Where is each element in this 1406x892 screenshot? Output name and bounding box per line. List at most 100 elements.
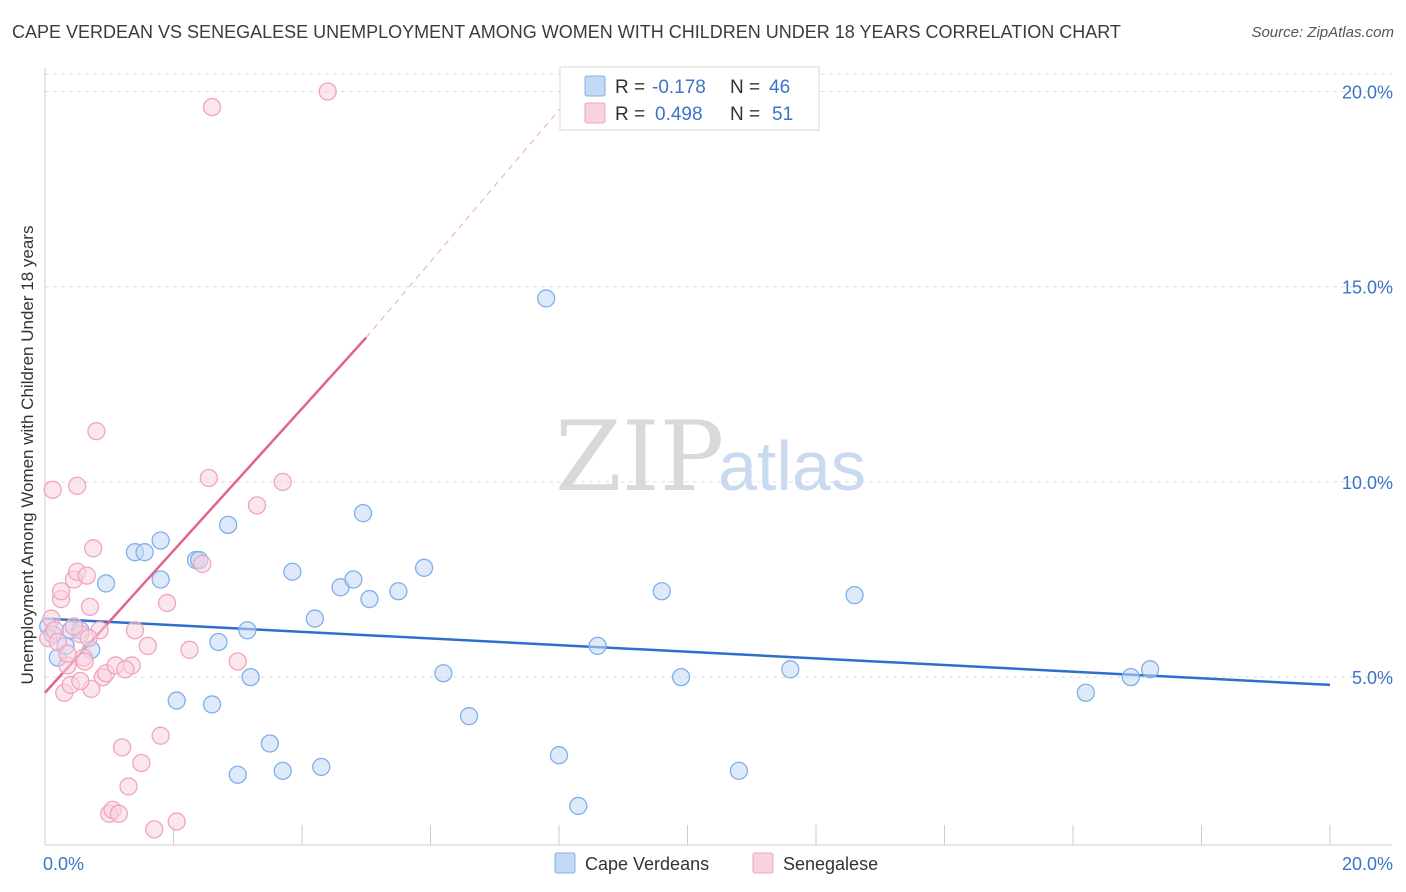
tick-labels: 5.0% 10.0% 15.0% 20.0% 0.0% 20.0%	[43, 83, 1393, 874]
point-cape-verdeans	[1076, 683, 1095, 702]
watermark-zip: ZIP	[555, 401, 724, 513]
y-tick-label: 20.0%	[1342, 83, 1393, 103]
point-senegalese	[145, 820, 164, 839]
legend-n-value-2: 51	[772, 104, 793, 125]
point-senegalese	[71, 671, 90, 691]
y-tick-label: 15.0%	[1342, 278, 1393, 298]
point-cape-verdeans	[151, 570, 170, 589]
point-cape-verdeans	[151, 531, 170, 550]
point-senegalese	[67, 476, 87, 495]
trend-lines	[44, 71, 1331, 694]
legend-n-value-1: 46	[769, 77, 790, 98]
point-cape-verdeans	[202, 695, 222, 714]
point-cape-verdeans	[260, 734, 280, 753]
point-senegalese	[43, 480, 62, 499]
point-senegalese	[318, 82, 337, 101]
point-senegalese	[116, 660, 135, 679]
trend-extension-senegalese	[365, 71, 592, 338]
point-cape-verdeans	[273, 761, 292, 780]
watermark-atlas: atlas	[718, 427, 866, 505]
point-senegalese	[109, 804, 129, 823]
point-cape-verdeans	[135, 543, 154, 562]
point-senegalese	[77, 566, 96, 585]
point-cape-verdeans	[459, 707, 479, 726]
point-senegalese	[273, 472, 292, 492]
point-senegalese	[64, 617, 84, 636]
point-senegalese	[79, 628, 98, 648]
point-senegalese	[125, 621, 145, 640]
y-tick-label: 5.0%	[1352, 668, 1393, 688]
point-cape-verdeans	[671, 667, 691, 687]
legend-r-value-2: 0.498	[655, 104, 703, 125]
x-tick-label-max: 20.0%	[1342, 854, 1393, 874]
point-cape-verdeans	[845, 585, 864, 605]
point-cape-verdeans	[781, 660, 800, 679]
point-cape-verdeans	[238, 621, 257, 640]
legend-n-label-2: N =	[730, 104, 760, 125]
gridlines	[45, 73, 1392, 678]
point-cape-verdeans	[167, 691, 186, 710]
point-cape-verdeans	[344, 570, 363, 589]
point-cape-verdeans	[569, 796, 588, 816]
point-senegalese	[132, 753, 151, 773]
point-cape-verdeans	[241, 667, 260, 687]
source-label: Source: ZipAtlas.com	[1251, 24, 1394, 41]
point-cape-verdeans	[729, 761, 749, 780]
point-cape-verdeans	[389, 582, 408, 601]
series-legend: Cape Verdeans Senegalese	[554, 852, 878, 874]
point-cape-verdeans	[96, 574, 116, 593]
bottom-legend-label-senegalese: Senegalese	[783, 854, 878, 874]
point-senegalese	[199, 468, 218, 488]
point-senegalese	[180, 640, 199, 659]
y-tick-label: 10.0%	[1342, 473, 1393, 493]
legend-r-label-2: R =	[615, 104, 645, 125]
point-senegalese	[119, 777, 138, 796]
point-senegalese	[151, 726, 170, 745]
point-senegalese	[84, 539, 103, 558]
stats-legend: R = -0.178 N = 46 R = 0.498 N = 51	[559, 66, 820, 131]
point-senegalese	[58, 644, 77, 663]
data-points	[39, 82, 1160, 839]
bottom-legend-swatch-senegalese	[752, 852, 774, 874]
legend-n-label-1: N =	[730, 77, 760, 98]
x-tick-label-min: 0.0%	[43, 854, 84, 874]
chart-title: CAPE VERDEAN VS SENEGALESE UNEMPLOYMENT …	[12, 22, 1121, 42]
point-senegalese	[75, 652, 94, 671]
point-cape-verdeans	[549, 746, 569, 765]
y-axis-label: Unemployment Among Women with Children U…	[18, 226, 37, 685]
point-cape-verdeans	[209, 632, 228, 652]
point-senegalese	[157, 593, 177, 613]
point-cape-verdeans	[652, 582, 671, 601]
point-cape-verdeans	[312, 757, 331, 777]
point-cape-verdeans	[218, 515, 238, 535]
point-senegalese	[87, 422, 106, 441]
point-senegalese	[202, 97, 222, 117]
point-senegalese	[193, 554, 212, 574]
trend-line-cape-verdeans	[44, 617, 1331, 687]
point-cape-verdeans	[537, 289, 556, 308]
point-cape-verdeans	[1140, 660, 1160, 679]
point-senegalese	[167, 812, 186, 831]
legend-swatch-senegalese	[584, 102, 606, 124]
point-cape-verdeans	[360, 589, 379, 609]
point-cape-verdeans	[353, 504, 373, 523]
legend-r-value-1: -0.178	[652, 77, 706, 98]
point-senegalese	[112, 738, 132, 757]
point-cape-verdeans	[283, 562, 302, 581]
axes	[44, 68, 1392, 846]
legend-r-label-1: R =	[615, 77, 645, 98]
point-cape-verdeans	[228, 765, 247, 784]
point-senegalese	[228, 652, 247, 671]
point-senegalese	[138, 636, 157, 656]
bottom-legend-swatch-cape-verdeans	[554, 852, 576, 874]
bottom-legend-label-cape-verdeans: Cape Verdeans	[585, 854, 709, 874]
point-senegalese	[247, 496, 267, 515]
point-cape-verdeans	[588, 636, 607, 656]
point-cape-verdeans	[305, 609, 325, 628]
point-senegalese	[80, 597, 100, 617]
point-cape-verdeans	[434, 664, 453, 683]
point-senegalese	[48, 632, 67, 652]
point-cape-verdeans	[1121, 667, 1140, 687]
point-cape-verdeans	[414, 558, 434, 577]
